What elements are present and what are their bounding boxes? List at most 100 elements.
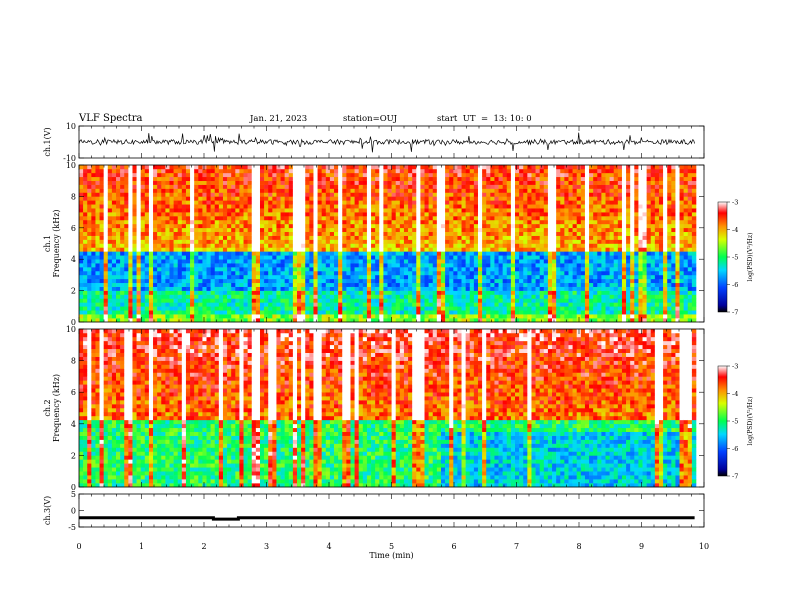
spectrogram-cell [375, 298, 380, 303]
spectrogram-cell [79, 263, 84, 268]
spectrogram-cell [436, 239, 442, 244]
spectrogram-cell [457, 286, 462, 291]
spectrogram-cell [375, 259, 380, 264]
spectrogram-cell [424, 270, 429, 276]
spectrogram-cell [465, 267, 471, 272]
spectrogram-cell [387, 168, 392, 174]
spectrogram-cell [408, 314, 413, 319]
spectrogram-cell [576, 235, 582, 240]
spectrogram-cell [428, 294, 434, 299]
spectrogram-cell [202, 184, 207, 189]
spectrogram-cell [124, 239, 129, 244]
spectrogram-cell [469, 314, 475, 319]
spectrogram-cell [527, 168, 532, 174]
spectrogram-cell [502, 259, 508, 264]
spectrogram-cell [99, 208, 104, 213]
spectrogram-cell [116, 172, 121, 178]
spectrogram-cell [165, 259, 170, 264]
spectrogram-cell [231, 270, 236, 276]
spectrogram-cell [515, 267, 520, 272]
spectrogram-cell [473, 204, 479, 209]
spectrogram-cell [366, 188, 372, 193]
spectrogram-cell [556, 270, 561, 276]
spectrogram-cell [325, 255, 331, 260]
spectrogram-cell [510, 302, 516, 307]
spectrogram-cell [136, 251, 141, 256]
spectrogram-cell [334, 216, 339, 221]
spectrogram-cell [420, 306, 425, 311]
spectrogram-cell [91, 239, 96, 244]
spectrogram-cell [589, 196, 594, 201]
spectrogram-cell [79, 184, 84, 189]
spectrogram-cell [387, 286, 392, 291]
spectrogram-cell [272, 223, 277, 229]
spectrogram-cell [247, 247, 253, 252]
spectrogram-cell [453, 290, 458, 295]
spectrogram-cell [194, 310, 199, 315]
spectrogram-cell [132, 219, 137, 225]
spectrogram-cell [519, 192, 524, 197]
spectrogram-cell [519, 165, 524, 170]
spectrogram-cell [136, 176, 141, 181]
spectrogram-cell [95, 294, 100, 299]
spectrogram-cell [317, 263, 322, 268]
spectrogram-cell [222, 204, 228, 209]
spectrogram-cell [560, 223, 565, 229]
spectrogram-cell [165, 243, 170, 248]
spectrogram-cell [284, 180, 290, 185]
spectrogram-cell [420, 251, 425, 256]
spectrogram-cell [362, 282, 368, 287]
spectrogram-cell [543, 212, 549, 217]
spectrogram-cell [255, 235, 261, 240]
spectrogram-cell [190, 188, 195, 193]
spectrogram-cell [539, 168, 545, 174]
spectrogram-cell [420, 278, 425, 284]
spectrogram-cell [346, 192, 351, 197]
spectrogram-cell [334, 310, 339, 315]
spectrogram-cell [490, 165, 495, 170]
spectrogram-cell [124, 168, 129, 174]
spectrogram-cell [111, 176, 117, 181]
spectrogram-cell [165, 223, 170, 229]
spectrogram-cell [535, 180, 540, 185]
spectrogram-cell [214, 290, 220, 295]
spectrogram-cell [445, 310, 450, 315]
spectrogram-cell [301, 231, 306, 236]
spectrogram-cell [338, 172, 343, 178]
spectrogram-cell [305, 274, 310, 280]
spectrogram-cell [132, 255, 137, 260]
spectrogram-cell [465, 274, 471, 280]
spectrogram-cell [354, 223, 359, 229]
spectrogram-cell [432, 196, 438, 201]
spectrogram-cell [255, 180, 261, 185]
spectrogram-cell [136, 172, 141, 178]
spectrogram-cell [531, 180, 536, 185]
spectrogram-cell [214, 243, 220, 248]
spectrogram-cell [560, 302, 565, 307]
spectrogram-cell [194, 227, 199, 233]
spectrogram-cell [379, 259, 384, 264]
spectrogram-cell [317, 208, 322, 213]
spectrogram-cell [325, 278, 331, 284]
spectrogram-cell [572, 255, 578, 260]
spectrogram-cell [251, 278, 257, 284]
spectrogram-cell [568, 184, 573, 189]
spectrogram-cell [259, 239, 265, 244]
spectrogram-cell [235, 227, 240, 233]
spectrogram-cell [198, 239, 203, 244]
spectrogram-cell [482, 188, 487, 193]
spectrogram-cell [576, 282, 582, 287]
spectrogram-cell [128, 263, 133, 268]
spectrogram-cell [309, 278, 314, 284]
spectrogram-cell [523, 314, 528, 319]
spectrogram-cell [395, 302, 401, 307]
spectrogram-cell [424, 208, 429, 213]
spectrogram-cell [346, 255, 351, 260]
spectrogram-cell [181, 172, 187, 178]
spectrogram-cell [95, 231, 100, 236]
spectrogram-cell [584, 165, 590, 170]
spectrogram-cell [490, 247, 495, 252]
spectrogram-cell [153, 235, 158, 240]
spectrogram-cell [358, 172, 364, 178]
spectrogram-cell [416, 168, 421, 174]
